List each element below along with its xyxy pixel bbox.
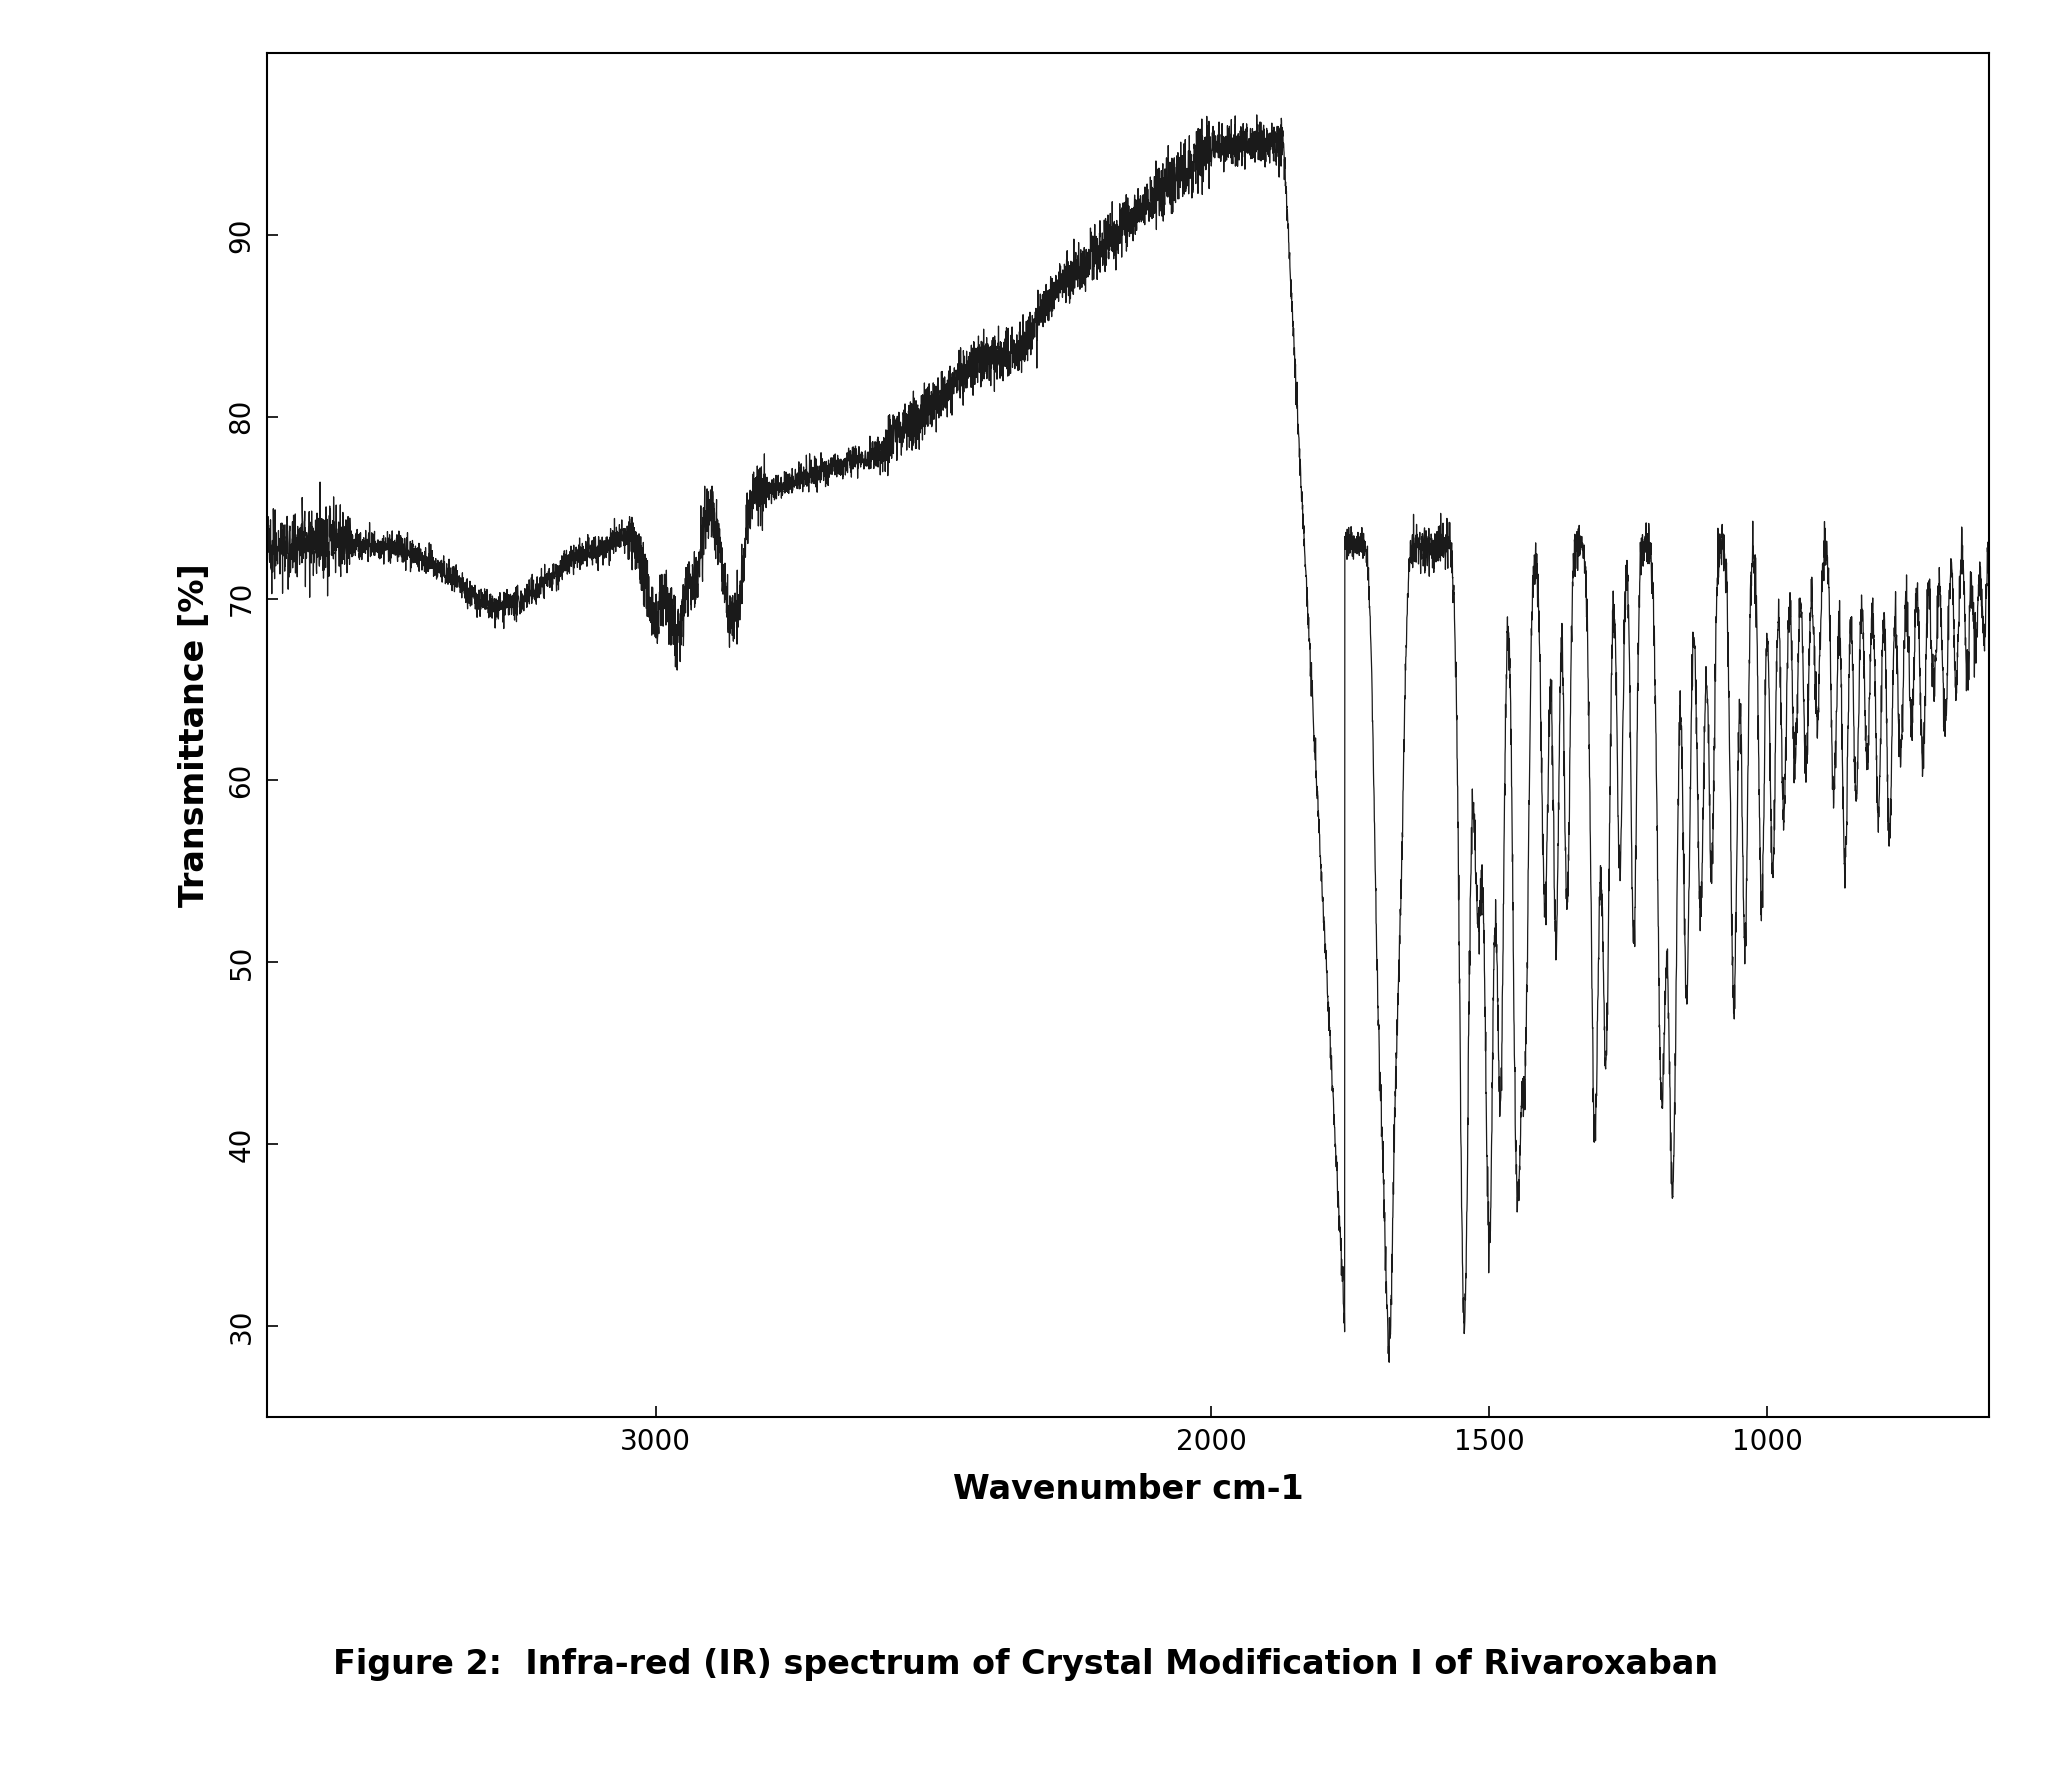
Y-axis label: Transmittance [%]: Transmittance [%] (178, 563, 211, 907)
X-axis label: Wavenumber cm-1: Wavenumber cm-1 (954, 1472, 1302, 1505)
Text: Figure 2:  Infra-red (IR) spectrum of Crystal Modification I of Rivaroxaban: Figure 2: Infra-red (IR) spectrum of Cry… (332, 1649, 1719, 1681)
